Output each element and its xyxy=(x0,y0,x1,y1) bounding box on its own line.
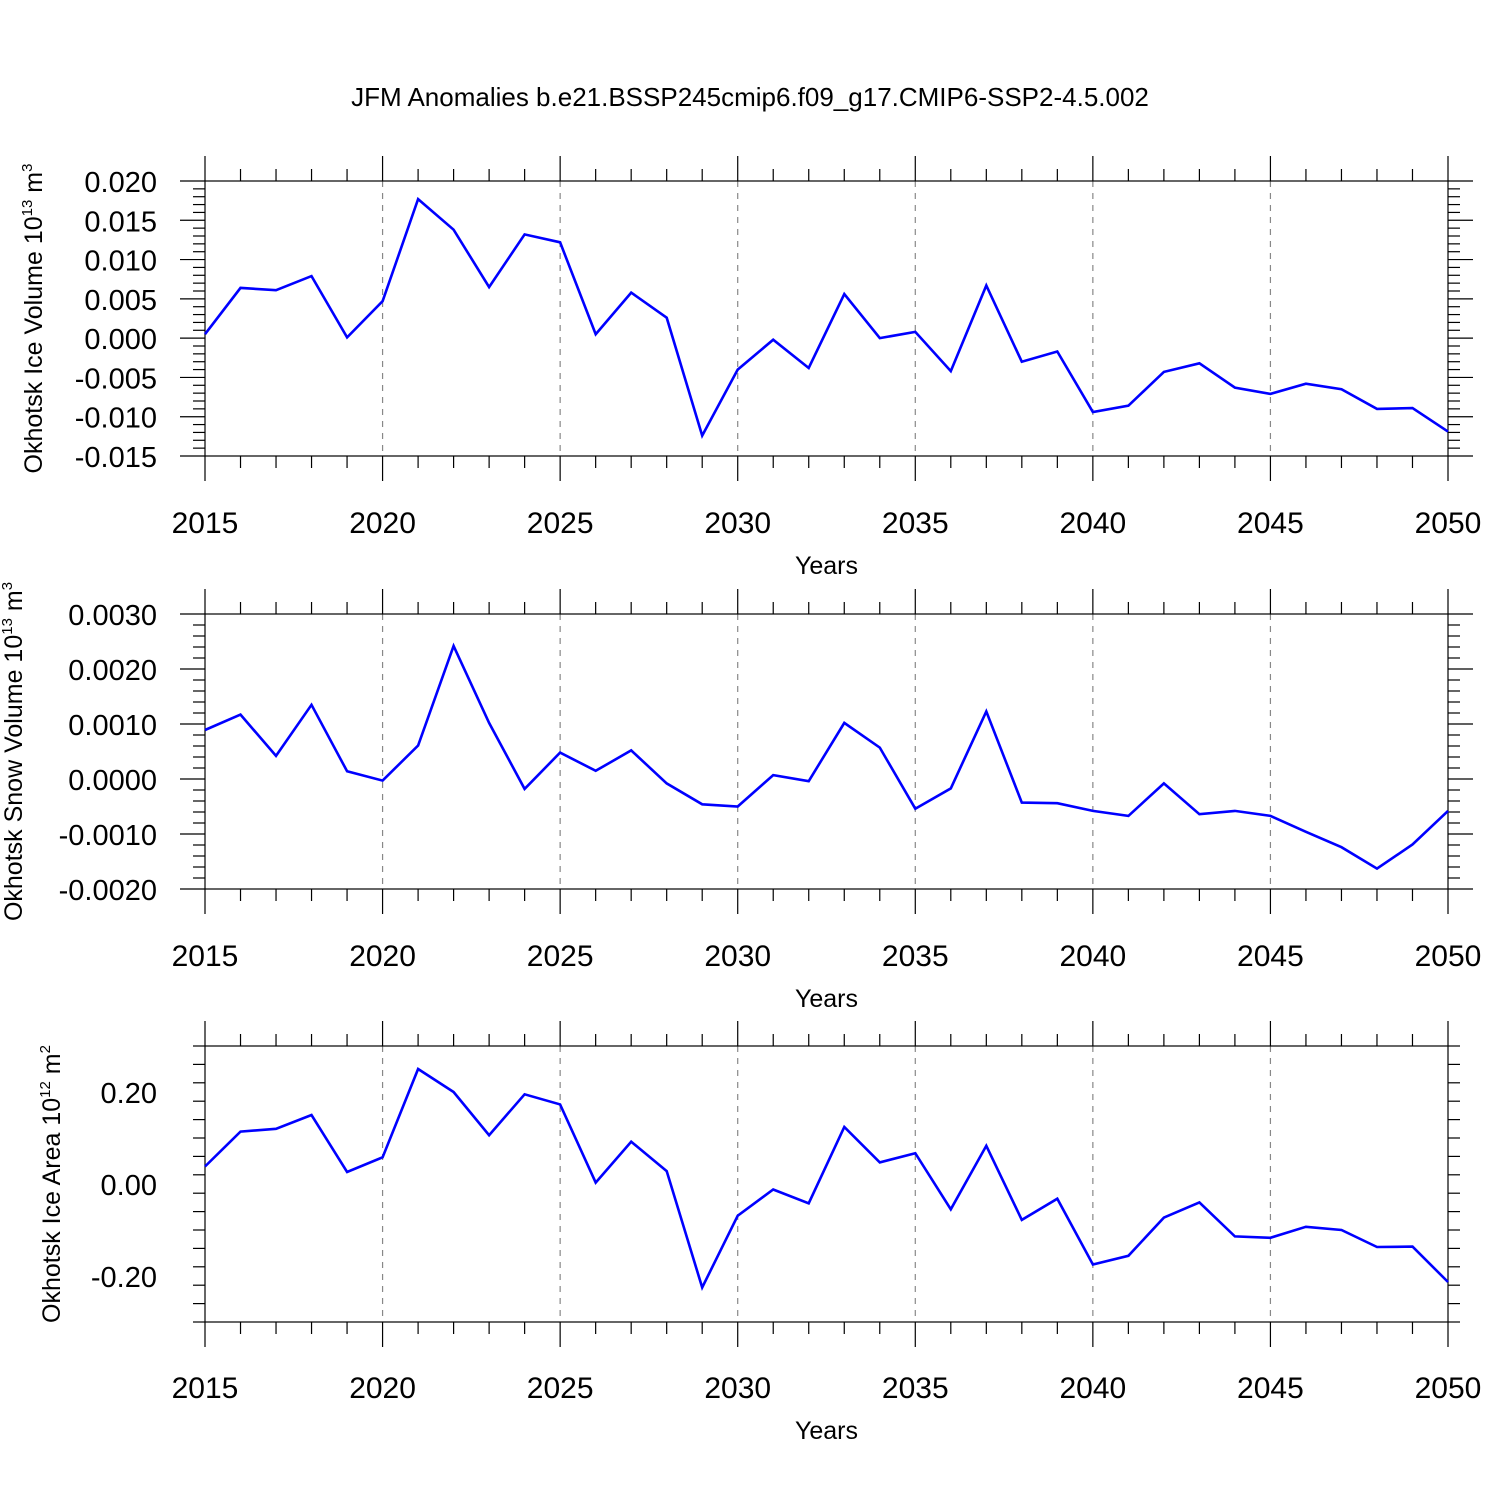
y-tick-label: 0.020 xyxy=(84,167,157,199)
x-tick-label: 2040 xyxy=(1059,1372,1126,1405)
y-tick-label: 0.000 xyxy=(84,324,157,356)
chart-title: JFM Anomalies b.e21.BSSP245cmip6.f09_g17… xyxy=(351,82,1149,112)
x-tick-label: 2030 xyxy=(704,507,771,540)
x-tick-label: 2035 xyxy=(882,1372,949,1405)
panel-2: 2015 2020 2025 2030 2035 2040 2045 2050 Years 0.0… xyxy=(0,582,1481,1013)
x-axis-label: Years xyxy=(795,1417,858,1445)
y-tick-label: 0.010 xyxy=(84,246,157,278)
y-tick-label: -0.010 xyxy=(75,403,157,435)
series-line xyxy=(203,196,1449,439)
x-tick-label: 2015 xyxy=(172,507,239,540)
x-tick-label: 2030 xyxy=(704,940,771,973)
y-tick-label: -0.015 xyxy=(75,442,157,474)
x-tick-label: 2045 xyxy=(1237,1372,1304,1405)
y-tick-label: 0.005 xyxy=(84,285,157,317)
plot-frame xyxy=(204,180,1449,457)
y-axis-label: Okhotsk Ice Area 1012 m2 xyxy=(37,1045,66,1323)
x-tick-label: 2050 xyxy=(1415,1372,1482,1405)
y-tick-label: -0.20 xyxy=(91,1262,157,1294)
y-tick-label: 0.0020 xyxy=(68,655,157,687)
y-tick-label: -0.0010 xyxy=(59,820,157,852)
x-tick-label: 2020 xyxy=(349,940,416,973)
x-tick-label: 2050 xyxy=(1415,507,1482,540)
y-tick-label: 0.20 xyxy=(101,1078,157,1110)
x-tick-label: 2040 xyxy=(1059,940,1126,973)
x-tick-label: 2015 xyxy=(172,1372,239,1405)
x-tick-label: 2035 xyxy=(882,507,949,540)
y-tick-label: 0.0030 xyxy=(68,600,157,632)
panel-3: 2015 2020 2025 2030 2035 2040 2045 2050 Years 0.2… xyxy=(37,1021,1481,1445)
panels: 2015 2020 2025 2030 2035 2040 2045 2050 Years 0.0… xyxy=(0,156,1481,1445)
y-axis-label: Okhotsk Snow Volume 1013 m3 xyxy=(0,582,28,921)
series-line xyxy=(204,1067,1449,1292)
x-tick-label: 2020 xyxy=(349,1372,416,1405)
x-tick-label: 2030 xyxy=(704,1372,771,1405)
x-tick-label: 2035 xyxy=(882,940,949,973)
x-tick-label: 2015 xyxy=(172,940,239,973)
series-line xyxy=(204,642,1449,871)
x-tick-label: 2040 xyxy=(1059,507,1126,540)
x-tick-label: 2020 xyxy=(349,507,416,540)
y-tick-label: -0.005 xyxy=(75,363,157,395)
x-tick-label: 2025 xyxy=(527,507,594,540)
x-tick-label: 2025 xyxy=(527,940,594,973)
plot-frame xyxy=(204,613,1449,890)
y-tick-label: 0.015 xyxy=(84,206,157,238)
y-tick-label: 0.0000 xyxy=(68,765,157,797)
x-axis-label: Years xyxy=(795,985,858,1013)
y-tick-label: 0.0010 xyxy=(68,710,157,742)
x-tick-label: 2045 xyxy=(1237,940,1304,973)
x-tick-label: 2025 xyxy=(527,1372,594,1405)
plot-frame xyxy=(204,1045,1449,1323)
x-axis-label: Years xyxy=(795,552,858,580)
x-tick-label: 2045 xyxy=(1237,507,1304,540)
panel-1: 2015 2020 2025 2030 2035 2040 2045 2050 Years 0.0… xyxy=(19,156,1481,580)
y-tick-label: -0.0020 xyxy=(59,875,157,907)
y-tick-label: 0.00 xyxy=(101,1170,157,1202)
x-tick-label: 2050 xyxy=(1415,940,1482,973)
y-axis-label: Okhotsk Ice Volume 1013 m3 xyxy=(19,164,48,474)
